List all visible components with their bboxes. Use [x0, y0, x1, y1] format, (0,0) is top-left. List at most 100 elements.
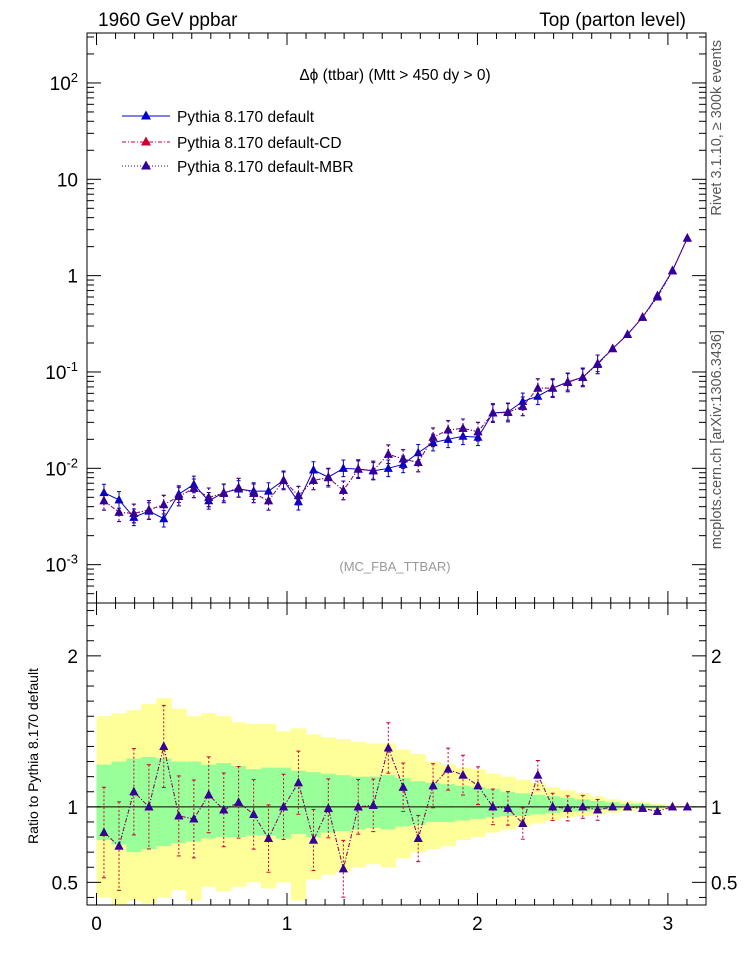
ratio-point-mbr — [308, 835, 318, 844]
band-inner-segment — [246, 769, 262, 836]
data-point-mbr — [323, 472, 333, 482]
y-tick-base: 10 — [45, 556, 66, 577]
data-point-mbr — [144, 504, 154, 514]
ratio-point-mbr — [652, 806, 662, 815]
data-point-mbr — [279, 475, 289, 484]
data-point-mbr — [159, 499, 169, 509]
data-point-mbr — [593, 359, 603, 368]
ratio-point-mbr — [338, 863, 348, 873]
data-point-mbr — [249, 488, 259, 497]
ratio-point-mbr — [413, 833, 423, 843]
data-point-mbr — [608, 343, 618, 353]
data-point-mbr — [413, 457, 423, 466]
ratio-point-mbr — [578, 801, 588, 811]
ratio-y-tick-label: 2 — [67, 647, 78, 668]
band-inner-segment — [335, 775, 352, 832]
band-inner-segment — [305, 772, 322, 838]
band-inner-segment — [380, 775, 397, 830]
data-point-mbr — [428, 432, 438, 441]
data-point-default — [114, 494, 124, 504]
y-tick-label: 1 — [67, 267, 78, 288]
ratio-y-tick-label: 1 — [67, 798, 78, 819]
y-tick-exponent: 2 — [71, 70, 78, 85]
header-left: 1960 GeV ppbar — [98, 10, 238, 31]
data-point-mbr — [458, 423, 468, 432]
data-point-mbr — [443, 424, 453, 434]
data-point-mbr — [473, 426, 483, 436]
data-point-mbr — [308, 475, 318, 484]
data-point-mbr — [682, 233, 692, 242]
band-inner-segment — [171, 761, 187, 844]
data-point-mbr — [398, 453, 408, 463]
x-tick-label: 0 — [91, 914, 102, 935]
data-point-mbr — [99, 495, 109, 505]
ratio-point-mbr — [174, 810, 184, 820]
data-point-default — [308, 465, 318, 474]
ratio-line-cd — [103, 746, 688, 869]
y-tick-base: 10 — [45, 459, 66, 480]
data-point-mbr — [548, 383, 558, 392]
ratio-plot-area — [96, 698, 696, 905]
x-tick-label: 3 — [663, 914, 674, 935]
series-line-cd — [103, 237, 688, 514]
ratio-point-mbr — [458, 770, 468, 779]
data-point-mbr — [204, 492, 214, 501]
ratio-point-mbr — [428, 780, 438, 790]
y-tick-base: 10 — [45, 363, 66, 384]
y-tick-label: 10 — [57, 170, 78, 191]
ratio-y-tick-label-right: 1 — [711, 798, 722, 819]
ratio-point-mbr — [159, 741, 169, 750]
data-point-default — [264, 486, 274, 495]
data-point-mbr — [234, 482, 244, 492]
data-point-mbr — [518, 401, 528, 410]
ratio-point-mbr — [219, 804, 229, 814]
legend-entry-mbr: Pythia 8.170 default-MBR — [122, 159, 354, 176]
ratio-point-mbr — [548, 801, 558, 811]
ratio-point-mbr — [473, 780, 483, 790]
ratio-point-mbr — [249, 809, 259, 818]
ratio-point-mbr — [682, 801, 692, 811]
data-point-mbr — [503, 407, 513, 416]
data-point-mbr — [174, 491, 184, 500]
ratio-point-mbr — [99, 827, 109, 837]
data-point-default — [159, 513, 169, 523]
band-inner-segment — [260, 767, 277, 836]
data-point-mbr — [578, 372, 588, 381]
ratio-point-mbr — [189, 813, 199, 823]
y-tick-base: 10 — [50, 74, 71, 95]
band-inner-segment — [530, 794, 546, 815]
series-line-mbr — [103, 237, 688, 514]
ratio-point-mbr — [488, 801, 498, 811]
data-point-mbr — [189, 483, 199, 492]
data-point-default — [383, 463, 393, 472]
ratio-y-tick-label-right: 0.5 — [711, 873, 737, 894]
ratio-point-mbr — [204, 789, 214, 799]
data-point-mbr — [264, 495, 274, 505]
ratio-point-mbr — [144, 801, 154, 811]
data-point-mbr — [129, 508, 139, 517]
series-line-default — [103, 237, 688, 520]
band-inner-segment — [156, 758, 172, 847]
ratio-point-mbr — [638, 803, 648, 812]
ratio-point-mbr — [368, 800, 378, 809]
ratio-point-mbr — [293, 777, 303, 787]
band-inner-segment — [96, 764, 112, 841]
data-point-default — [413, 447, 423, 457]
ratio-point-mbr — [279, 801, 289, 811]
ratio-point-mbr — [533, 770, 543, 779]
y-tick-label: 102 — [50, 70, 78, 95]
data-point-mbr — [368, 465, 378, 474]
legend-label-mbr: Pythia 8.170 default-MBR — [177, 159, 354, 176]
y-tick-label: 10-2 — [45, 455, 78, 480]
y-tick-label: 10-1 — [45, 359, 78, 384]
ratio-point-mbr — [623, 801, 633, 811]
legend-label-default: Pythia 8.170 default — [177, 109, 315, 126]
x-tick-label: 1 — [282, 914, 293, 935]
data-point-default — [293, 496, 303, 506]
ratio-point-mbr — [114, 841, 124, 850]
rivet-label: Rivet 3.1.10, ≥ 300k events — [709, 40, 725, 216]
legend-label-cd: Pythia 8.170 default-CD — [177, 135, 342, 152]
ratio-y-tick-label: 0.5 — [52, 873, 78, 894]
band-inner-segment — [455, 785, 471, 821]
